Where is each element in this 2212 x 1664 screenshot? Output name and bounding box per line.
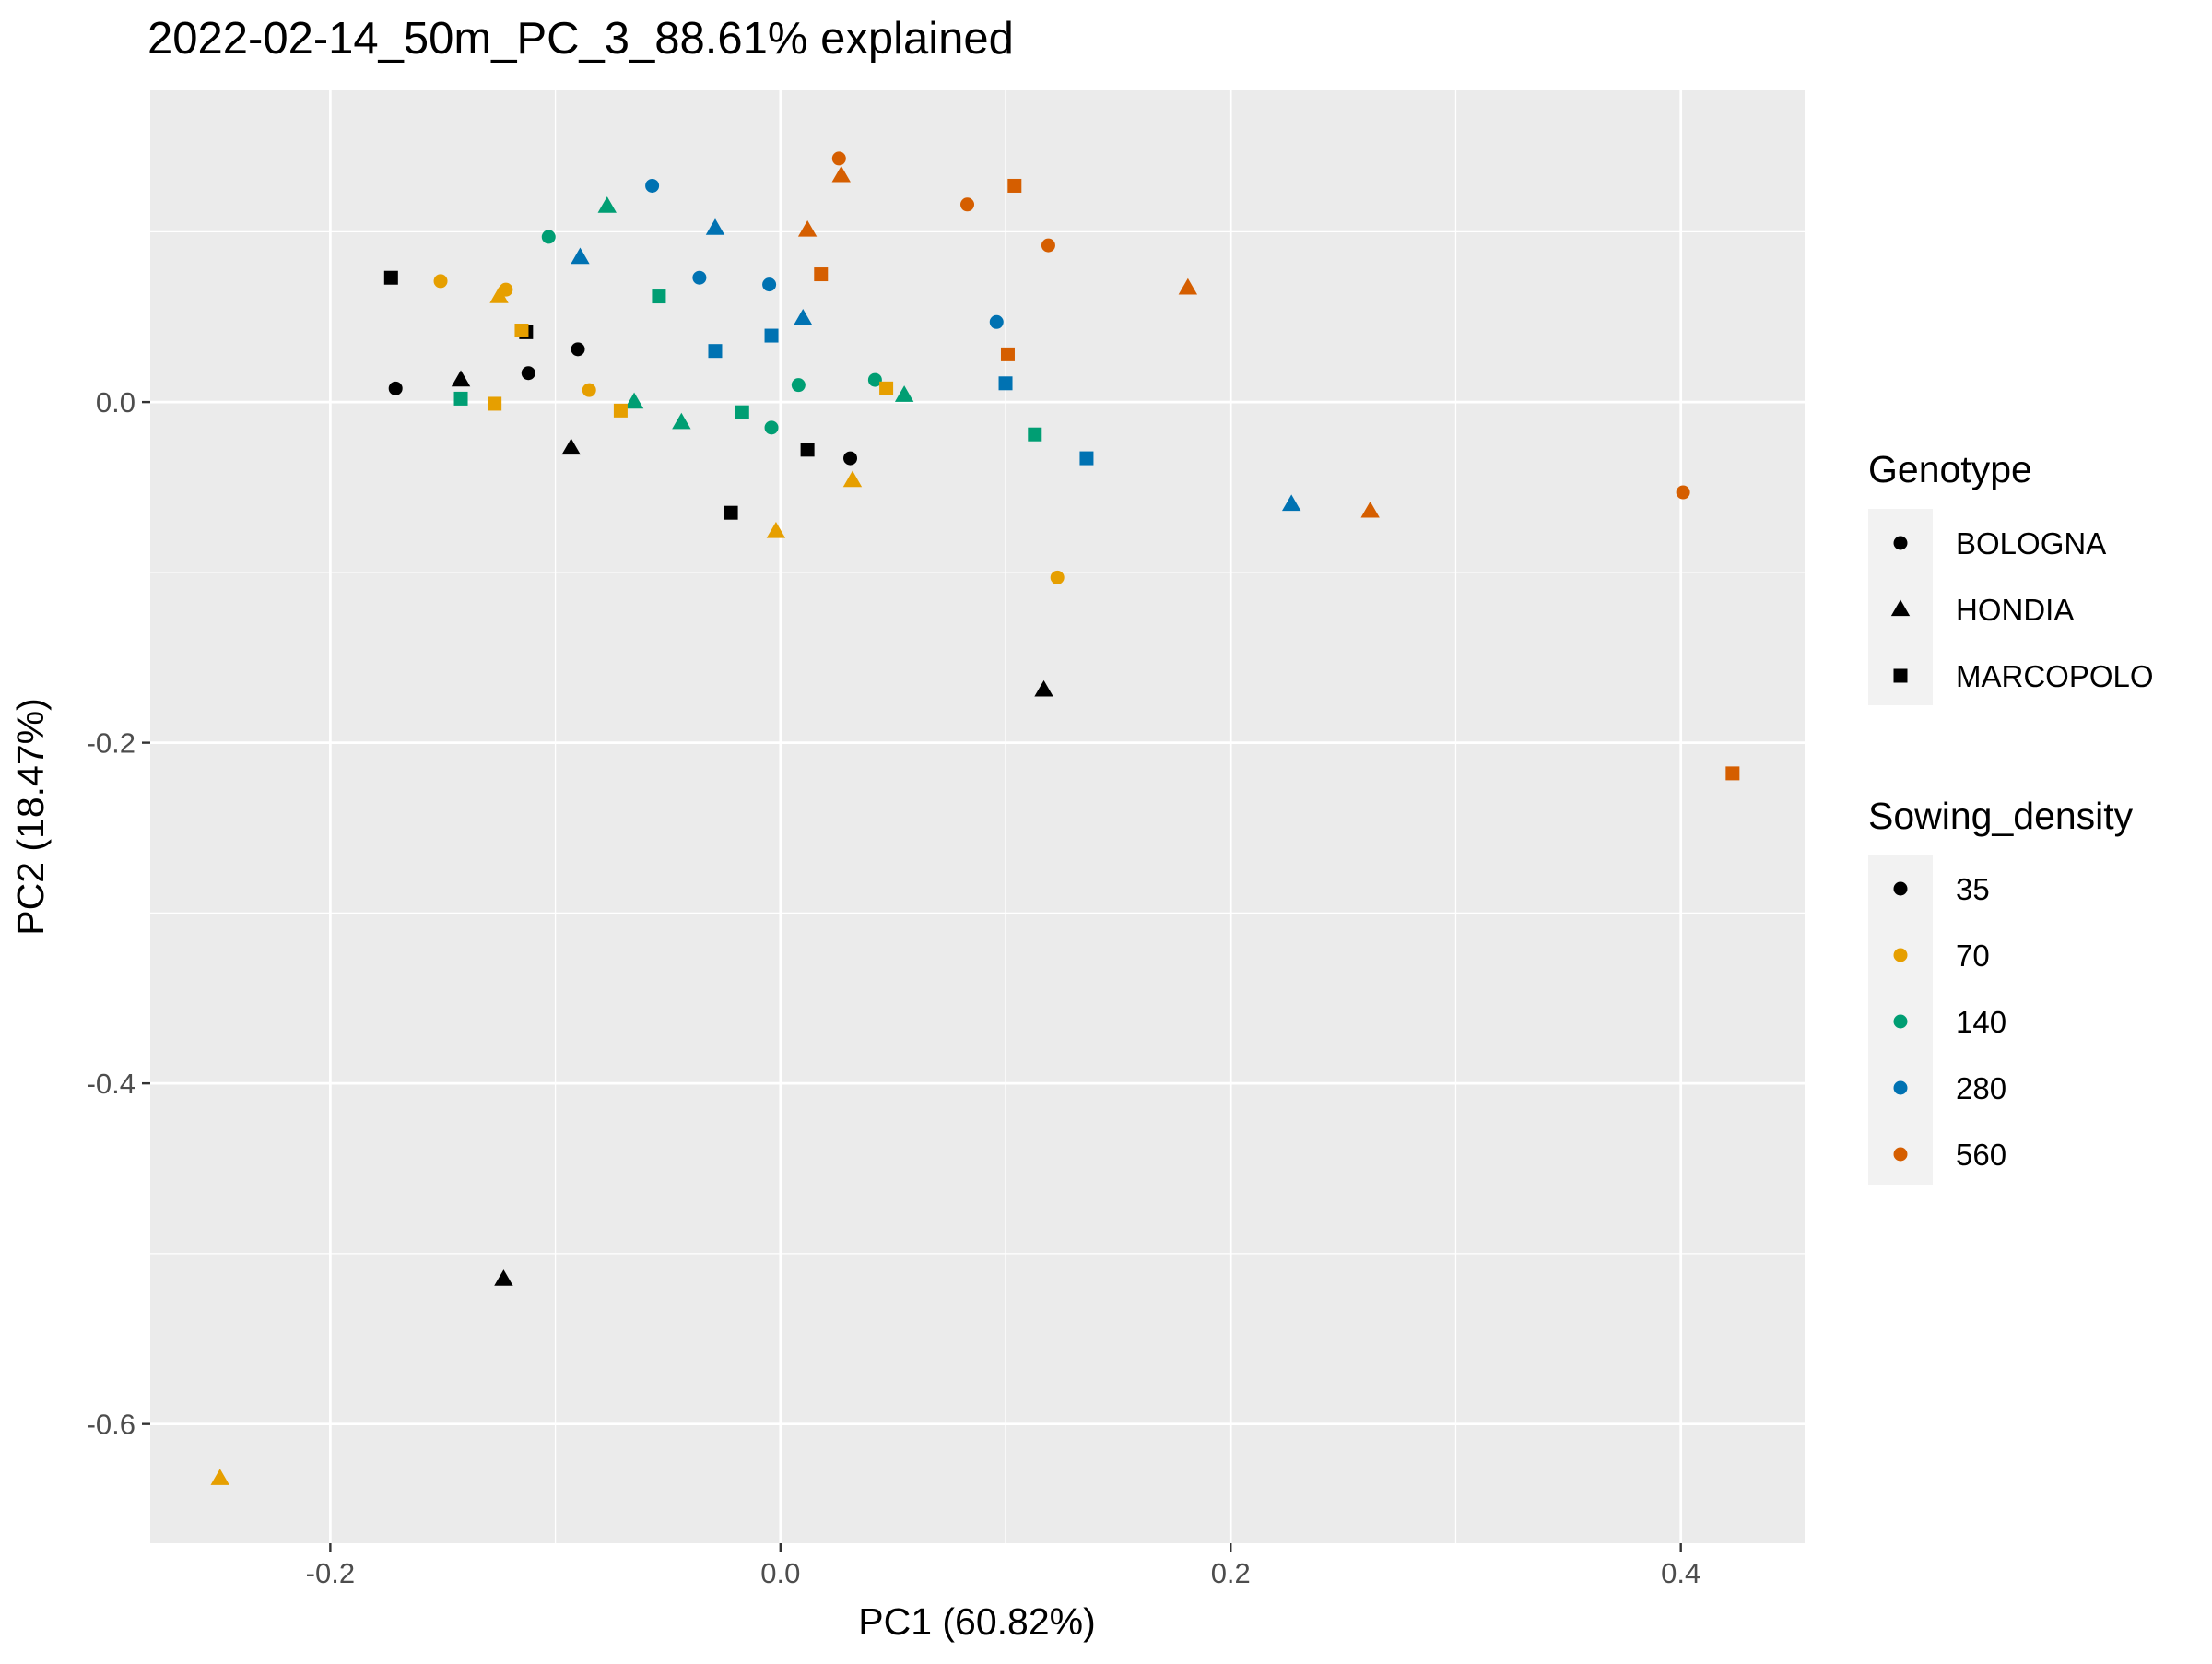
data-point [867, 372, 882, 387]
data-point [1725, 766, 1740, 781]
data-point [797, 219, 818, 237]
y-tick-label: 0.0 [96, 386, 135, 419]
plot-panel [150, 90, 1805, 1543]
data-point [831, 165, 851, 183]
data-point [571, 342, 585, 357]
sowing-density-legend-items: 35 70 140 280 560 [1893, 872, 2006, 1172]
data-point [613, 403, 628, 418]
genotype-legend-key [1893, 668, 1908, 683]
data-point [383, 270, 398, 285]
data-point [735, 405, 749, 419]
grid-lines [150, 90, 1805, 1543]
y-axis-label: PC2 (18.47%) [9, 698, 52, 936]
data-point [672, 412, 691, 430]
sowing-density-legend-key [1893, 881, 1908, 896]
data-point [1281, 494, 1301, 512]
data-point [433, 274, 448, 289]
data-point [453, 391, 468, 406]
data-point [762, 277, 777, 292]
data-point [1079, 451, 1094, 466]
data-point [814, 267, 829, 282]
data-point [724, 505, 738, 520]
data-point [624, 392, 644, 409]
data-point [692, 270, 707, 285]
x-tick-label: 0.0 [760, 1557, 800, 1589]
data-point [652, 289, 666, 304]
sowing-density-legend-label: 70 [1956, 938, 1990, 973]
data-point [1050, 570, 1065, 584]
data-point [488, 396, 502, 411]
sowing-density-legend: Sowing_density 35 70 140 280 560 [1868, 795, 2134, 1185]
genotype-legend-key [1890, 599, 1911, 617]
data-point [521, 366, 535, 381]
data-point [1676, 485, 1690, 500]
genotype-legend-label: BOLOGNA [1956, 526, 2106, 561]
sowing-density-legend-title: Sowing_density [1868, 795, 2134, 837]
x-axis-label: PC1 (60.82%) [858, 1600, 1096, 1643]
y-tick-label: -0.4 [87, 1068, 135, 1100]
sowing-density-legend-label: 35 [1956, 872, 1990, 906]
data-point [960, 197, 975, 212]
data-point [541, 230, 556, 244]
data-point [708, 344, 723, 359]
sowing-density-legend-key [1893, 1014, 1908, 1029]
data-point [514, 324, 529, 338]
genotype-legend-key [1893, 536, 1908, 550]
chart-title: 2022-02-14_50m_PC_3_88.61% explained [147, 14, 1014, 64]
data-point [645, 178, 660, 193]
sowing-density-legend-key [1893, 948, 1908, 962]
data-point [597, 196, 617, 213]
data-point [1028, 427, 1042, 442]
x-tick-label: 0.2 [1211, 1557, 1251, 1589]
data-point [388, 381, 403, 395]
data-point [894, 385, 914, 402]
data-points [210, 151, 1740, 1485]
x-axis: -0.2 0.0 0.2 0.4 [306, 1543, 1700, 1589]
data-point [571, 247, 590, 265]
genotype-legend-items: BOLOGNA HONDIA MARCOPOLO [1890, 526, 2154, 693]
sowing-density-legend-label: 560 [1956, 1138, 2006, 1172]
data-point [705, 218, 725, 235]
y-tick-label: -0.2 [87, 727, 135, 760]
data-point [791, 378, 806, 393]
data-point [1007, 178, 1022, 193]
sowing-density-legend-label: 140 [1956, 1005, 2006, 1039]
y-axis: 0.0 -0.2 -0.4 -0.6 [87, 386, 150, 1441]
data-point [989, 314, 1004, 329]
sowing-density-legend-key [1893, 1147, 1908, 1162]
data-point [1041, 238, 1055, 253]
data-point [1360, 501, 1380, 518]
genotype-legend-title: Genotype [1868, 448, 2032, 490]
x-tick-label: -0.2 [306, 1557, 355, 1589]
data-point [998, 376, 1013, 391]
data-point [800, 443, 815, 457]
data-point [764, 328, 779, 343]
data-point [1178, 277, 1198, 295]
genotype-legend: Genotype BOLOGNA HONDIA MARCOPOLO [1868, 448, 2154, 705]
sowing-density-legend-label: 280 [1956, 1071, 2006, 1105]
data-point [489, 287, 509, 303]
data-point [842, 470, 863, 488]
data-point [843, 451, 858, 466]
data-point [764, 420, 779, 435]
data-point [561, 438, 581, 455]
data-point [451, 370, 471, 387]
data-point [794, 309, 813, 325]
data-point [879, 381, 894, 395]
data-point [766, 521, 786, 538]
data-point [494, 1269, 513, 1286]
data-point [210, 1469, 229, 1485]
data-point [831, 151, 846, 166]
genotype-legend-label: HONDIA [1956, 593, 2074, 627]
data-point [1000, 347, 1015, 361]
sowing-density-legend-key [1893, 1080, 1908, 1095]
data-point [582, 383, 596, 397]
y-tick-label: -0.6 [87, 1409, 135, 1441]
data-point [1034, 679, 1053, 697]
x-tick-label: 0.4 [1661, 1557, 1700, 1589]
genotype-legend-label: MARCOPOLO [1956, 659, 2154, 693]
